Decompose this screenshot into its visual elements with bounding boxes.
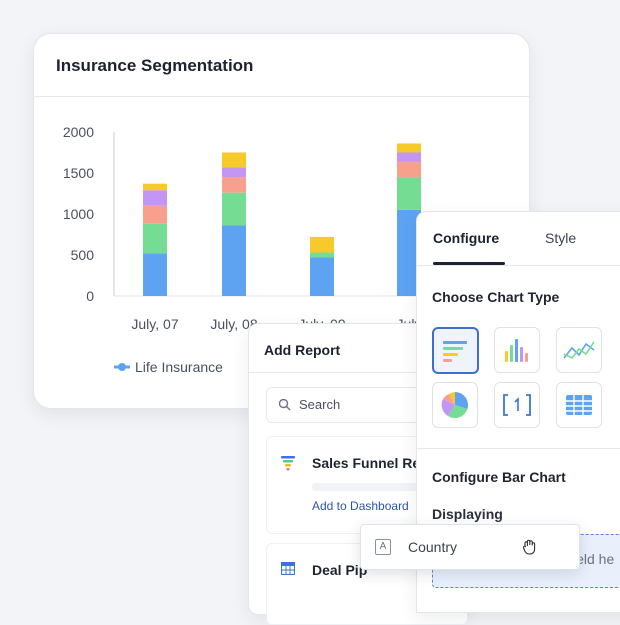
- grab-cursor-icon: [521, 538, 539, 561]
- bar-segment: [397, 177, 421, 210]
- active-tab-indicator: [433, 262, 505, 265]
- section-divider: [417, 448, 620, 449]
- bar-segment: [143, 223, 167, 254]
- chart-type-line-button[interactable]: [556, 327, 602, 373]
- bar-segment: [143, 205, 167, 224]
- tab-style[interactable]: Style: [545, 230, 577, 246]
- search-icon: [278, 398, 291, 416]
- legend-label: Life Insurance: [135, 359, 223, 375]
- bar-segment: [222, 225, 246, 296]
- text-field-icon: A: [375, 539, 391, 555]
- bar-segment: [222, 152, 246, 168]
- pie-chart-icon: [441, 391, 469, 419]
- tabs-divider: [417, 265, 620, 266]
- chart-card-title: Insurance Segmentation: [56, 56, 254, 75]
- bar-segment: [143, 190, 167, 206]
- y-tick-label: 2000: [63, 124, 94, 140]
- tab-configure[interactable]: Configure: [433, 230, 500, 246]
- bar-segment: [397, 152, 421, 162]
- chart-type-horizontal-bar-button[interactable]: [432, 327, 479, 374]
- country-field-chip[interactable]: A Country: [360, 524, 580, 570]
- funnel-icon: [281, 455, 295, 476]
- displaying-label: Displaying: [432, 506, 503, 522]
- bar-segment: [397, 143, 421, 153]
- vertical-bar-chart-icon: [505, 339, 528, 362]
- x-tick-label: July, 07: [131, 316, 178, 332]
- search-placeholder: Search: [299, 397, 341, 412]
- chart-type-number-button[interactable]: [494, 382, 540, 428]
- bar-segment: [222, 192, 246, 226]
- chart-type-pie-button[interactable]: [432, 382, 478, 428]
- chart-type-table-button[interactable]: [556, 382, 602, 428]
- y-tick-label: 500: [71, 247, 95, 263]
- report-item-name: Sales Funnel Re: [312, 455, 421, 471]
- y-tick-label: 1500: [63, 165, 94, 181]
- chart-type-vertical-bar-button[interactable]: [494, 327, 540, 373]
- bar-segment: [310, 252, 334, 258]
- drop-zone-placeholder: ield he: [573, 551, 615, 567]
- add-report-title: Add Report: [264, 342, 341, 358]
- legend-marker: [118, 363, 126, 371]
- table-chart-icon: [566, 395, 592, 415]
- configure-panel: Configure Style Choose Chart Type: [416, 211, 620, 613]
- table-icon: [280, 561, 296, 580]
- chart-card-divider: [34, 96, 529, 97]
- bar-segment: [397, 161, 421, 178]
- add-to-dashboard-link[interactable]: Add to Dashboard: [312, 499, 409, 513]
- country-chip-label: Country: [408, 539, 458, 555]
- bar-segment: [143, 183, 167, 191]
- report-item-placeholder-bar: [312, 483, 467, 491]
- bar-segment: [143, 253, 167, 296]
- choose-chart-type-label: Choose Chart Type: [432, 289, 560, 305]
- bar-segment: [310, 236, 334, 253]
- x-tick-label: July, 08: [210, 316, 257, 332]
- bar-segment: [222, 177, 246, 193]
- configure-bar-chart-label: Configure Bar Chart: [432, 469, 566, 485]
- y-tick-label: 0: [86, 288, 94, 304]
- line-chart-icon: [563, 341, 595, 360]
- bar-segment: [310, 257, 334, 296]
- report-item-name: Deal Pip: [312, 562, 368, 578]
- number-chart-icon: [503, 394, 531, 416]
- bar-segment: [222, 167, 246, 178]
- y-tick-label: 1000: [63, 206, 94, 222]
- horizontal-bar-chart-icon: [442, 340, 467, 362]
- add-report-divider: [249, 372, 469, 373]
